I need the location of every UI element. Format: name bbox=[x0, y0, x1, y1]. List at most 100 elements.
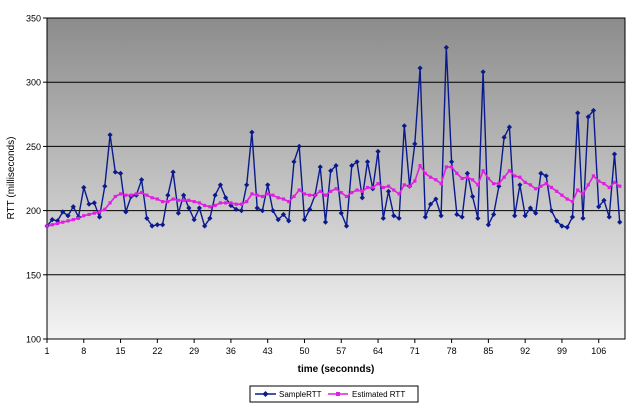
data-point-samplertt bbox=[422, 214, 428, 220]
data-point-estimated-rtt bbox=[87, 212, 91, 217]
data-point-estimated-rtt bbox=[281, 197, 286, 201]
x-tick-label: 22 bbox=[152, 346, 162, 356]
data-point-estimated-rtt bbox=[555, 189, 559, 193]
data-point-estimated-rtt bbox=[76, 216, 81, 220]
data-point-estimated-rtt bbox=[465, 175, 469, 179]
data-point-samplertt bbox=[202, 223, 208, 229]
data-point-estimated-rtt bbox=[213, 203, 217, 208]
data-point-estimated-rtt bbox=[597, 179, 601, 183]
x-tick-label: 36 bbox=[226, 346, 236, 356]
data-point-estimated-rtt bbox=[61, 220, 65, 224]
data-point-estimated-rtt bbox=[539, 184, 543, 188]
data-point-samplertt bbox=[301, 216, 308, 223]
data-point-estimated-rtt bbox=[297, 188, 301, 192]
data-point-samplertt bbox=[438, 213, 444, 219]
data-point-estimated-rtt bbox=[502, 175, 506, 179]
x-tick-label: 85 bbox=[483, 346, 493, 356]
data-point-estimated-rtt bbox=[245, 200, 249, 204]
data-point-estimated-rtt bbox=[507, 169, 511, 173]
data-point-estimated-rtt bbox=[586, 183, 590, 187]
data-point-estimated-rtt bbox=[323, 193, 328, 197]
data-point-samplertt bbox=[480, 69, 486, 75]
data-point-samplertt bbox=[175, 210, 181, 216]
data-point-samplertt bbox=[617, 219, 623, 225]
data-point-samplertt bbox=[170, 169, 176, 175]
data-point-samplertt bbox=[196, 205, 202, 211]
y-tick-label: 350 bbox=[26, 14, 41, 24]
data-point-samplertt bbox=[501, 134, 507, 141]
x-tick-label: 106 bbox=[591, 346, 606, 356]
data-point-estimated-rtt bbox=[423, 171, 427, 175]
data-point-estimated-rtt bbox=[239, 202, 244, 206]
data-point-estimated-rtt bbox=[271, 193, 275, 197]
data-point-estimated-rtt bbox=[492, 182, 496, 186]
data-point-estimated-rtt bbox=[66, 219, 70, 223]
data-point-estimated-rtt bbox=[413, 179, 417, 183]
data-point-estimated-rtt bbox=[618, 184, 622, 188]
data-point-estimated-rtt bbox=[255, 193, 259, 197]
data-point-samplertt bbox=[333, 163, 339, 169]
data-point-estimated-rtt bbox=[418, 164, 422, 168]
data-point-samplertt bbox=[96, 214, 103, 220]
data-point-samplertt bbox=[475, 215, 481, 221]
data-point-estimated-rtt bbox=[224, 201, 228, 205]
data-point-samplertt bbox=[191, 216, 197, 223]
data-point-estimated-rtt bbox=[171, 197, 175, 201]
data-point-samplertt bbox=[459, 214, 465, 220]
data-point-samplertt bbox=[533, 210, 539, 216]
data-point-samplertt bbox=[506, 124, 512, 130]
data-point-estimated-rtt bbox=[92, 211, 96, 215]
data-point-samplertt bbox=[65, 213, 71, 219]
data-point-estimated-rtt bbox=[344, 194, 349, 199]
data-point-samplertt bbox=[112, 169, 118, 175]
data-point-samplertt bbox=[512, 213, 518, 219]
data-point-estimated-rtt bbox=[439, 182, 443, 186]
data-point-samplertt bbox=[49, 216, 55, 223]
data-point-estimated-rtt bbox=[371, 185, 375, 190]
data-point-estimated-rtt bbox=[386, 184, 391, 188]
data-point-samplertt bbox=[391, 213, 397, 219]
data-point-samplertt bbox=[606, 214, 612, 220]
legend: SampleRTT Estimated RTT bbox=[249, 385, 419, 403]
data-point-estimated-rtt bbox=[71, 217, 75, 222]
data-point-samplertt bbox=[117, 170, 124, 176]
data-point-samplertt bbox=[569, 214, 576, 220]
data-point-estimated-rtt bbox=[428, 175, 433, 179]
data-point-estimated-rtt bbox=[318, 189, 322, 193]
data-point-estimated-rtt bbox=[513, 174, 517, 178]
data-point-samplertt bbox=[412, 141, 418, 147]
y-axis-label: RTT (milliseconds) bbox=[6, 137, 17, 220]
data-point-samplertt bbox=[349, 163, 355, 169]
x-tick-label: 50 bbox=[299, 346, 309, 356]
data-point-estimated-rtt bbox=[612, 180, 617, 184]
data-point-samplertt bbox=[396, 215, 402, 221]
data-point-samplertt bbox=[522, 213, 528, 219]
data-point-samplertt bbox=[454, 211, 460, 218]
data-point-samplertt bbox=[244, 182, 250, 188]
x-tick-labels: 1 8 15 22 29 36 43 50 57 64 71 78 85 92 99 106 bbox=[44, 346, 606, 356]
data-point-samplertt bbox=[238, 208, 245, 214]
series-markers bbox=[44, 44, 623, 230]
data-point-estimated-rtt bbox=[139, 191, 144, 195]
data-point-samplertt bbox=[401, 123, 407, 129]
x-tick-label: 8 bbox=[81, 346, 86, 356]
data-point-samplertt bbox=[464, 170, 470, 176]
y-tick-label: 100 bbox=[26, 335, 41, 345]
data-point-estimated-rtt bbox=[607, 185, 611, 190]
data-point-estimated-rtt bbox=[376, 182, 380, 186]
data-point-estimated-rtt bbox=[50, 223, 54, 227]
x-tick-label: 92 bbox=[520, 346, 530, 356]
data-point-estimated-rtt bbox=[145, 193, 149, 197]
data-point-estimated-rtt bbox=[155, 197, 159, 201]
data-point-estimated-rtt bbox=[234, 202, 238, 206]
data-point-samplertt bbox=[280, 211, 287, 218]
data-point-estimated-rtt bbox=[334, 187, 338, 191]
data-point-estimated-rtt bbox=[518, 175, 522, 179]
data-point-estimated-rtt bbox=[82, 214, 86, 218]
data-point-samplertt bbox=[181, 192, 187, 198]
x-tick-label: 15 bbox=[116, 346, 126, 356]
data-point-estimated-rtt bbox=[576, 188, 580, 192]
data-point-estimated-rtt bbox=[197, 201, 201, 205]
data-point-estimated-rtt bbox=[260, 194, 265, 199]
